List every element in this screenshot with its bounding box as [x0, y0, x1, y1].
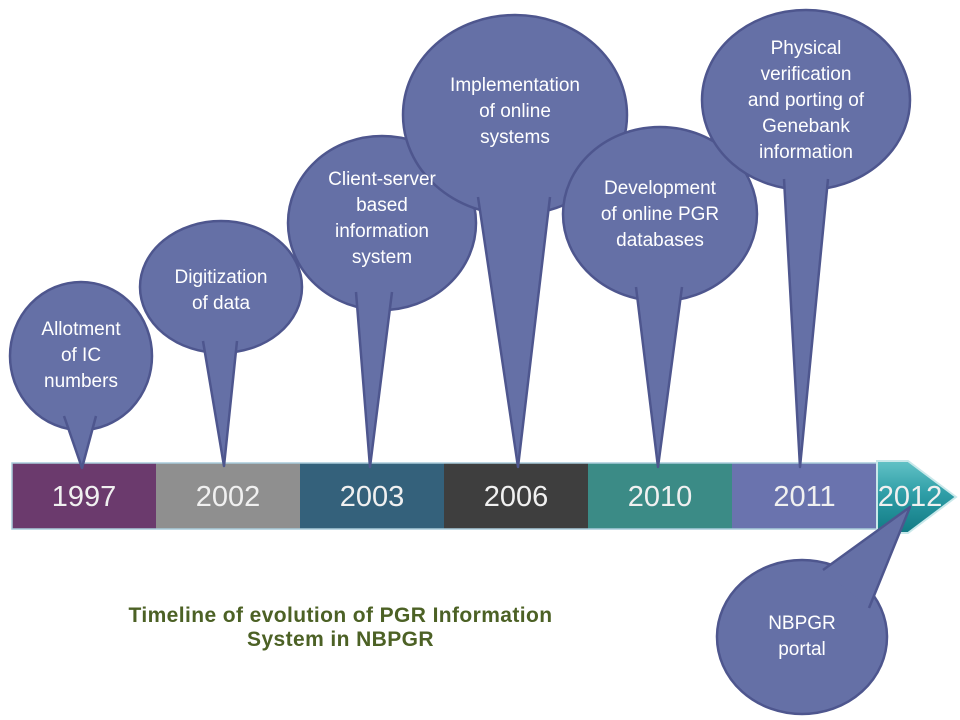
segment-2006: [444, 463, 588, 529]
balloon-digitization-tail: [201, 340, 239, 468]
balloon-implementation-tail: [476, 196, 552, 469]
balloon-allotment: [8, 280, 154, 432]
balloon-physical-tail: [782, 178, 830, 469]
segment-2011: [732, 463, 877, 529]
year-label-2002: 2002: [195, 480, 261, 513]
balloon-client-server-tail: [354, 291, 394, 469]
year-label-2006: 2006: [483, 480, 549, 513]
year-label-2011: 2011: [773, 480, 836, 513]
balloon-allotment-tail: [62, 415, 98, 470]
balloon-nbpgr-portal: [715, 558, 889, 716]
year-label-2012: 2012: [877, 480, 943, 513]
slide-caption: Timeline of evolution of PGR Information…: [128, 604, 553, 651]
year-label-2003: 2003: [339, 480, 405, 513]
year-label-1997: 1997: [51, 480, 117, 513]
segment-2003: [300, 463, 444, 529]
year-label-2010: 2010: [627, 480, 693, 513]
balloon-digitization: [138, 219, 304, 355]
segment-2002: [156, 463, 300, 529]
balloon-physical: [700, 8, 912, 192]
timeline-bar: [11, 460, 958, 534]
segment-1997: [12, 463, 156, 529]
balloon-development-tail: [634, 286, 684, 469]
segment-2012-arrow: [876, 460, 958, 534]
segment-2010: [588, 463, 732, 529]
balloons: [8, 8, 912, 716]
balloon-nbpgr-portal-tail: [822, 505, 912, 609]
